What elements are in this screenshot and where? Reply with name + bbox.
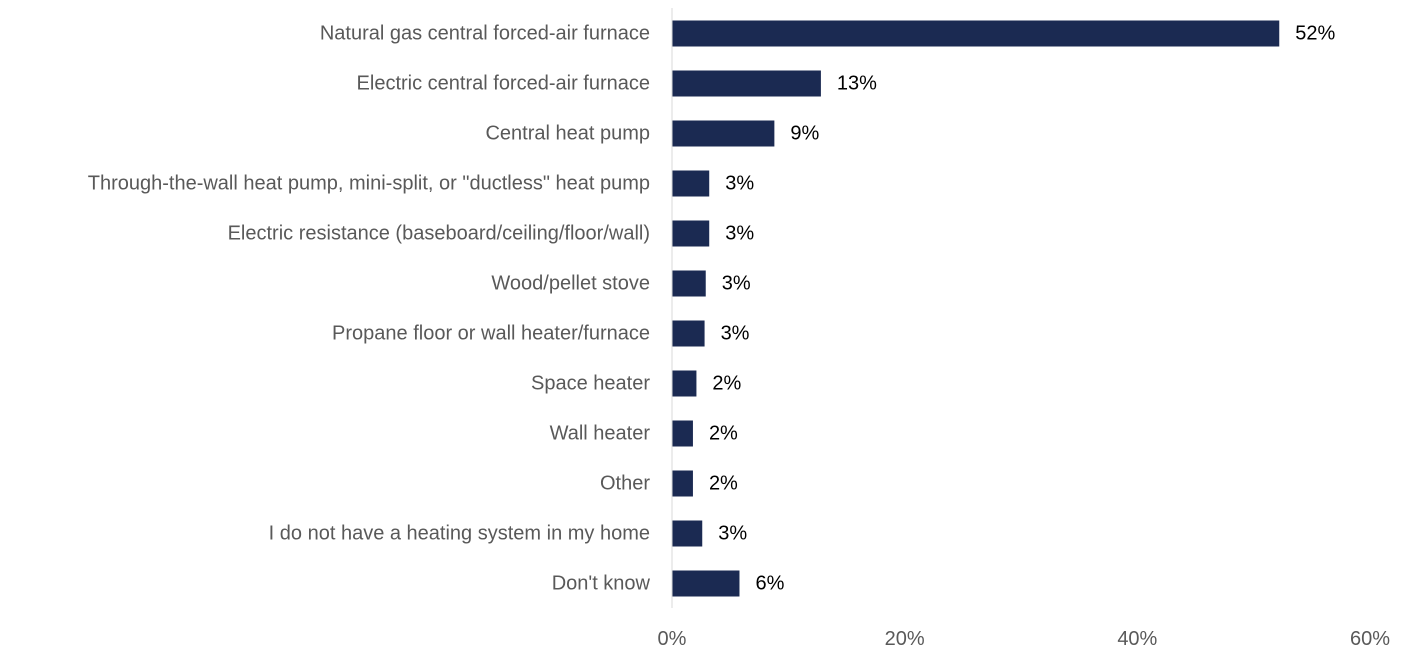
value-label: 6% [755,573,784,595]
bar [672,20,1280,47]
value-label: 3% [721,323,750,345]
category-labels-group: Natural gas central forced-air furnace El… [88,23,651,595]
bar [672,320,705,347]
category-label: Propane floor or wall heater/furnace [332,323,650,345]
x-tick-label: 60% [1350,628,1390,649]
value-labels-group: 52% 13% 9% 3% 3% 3% 3% 2% 2% 2% 3% 6% [709,23,1336,595]
bar [672,470,693,497]
category-label: Natural gas central forced-air furnace [320,23,650,45]
bar [672,570,740,597]
category-label: Through-the-wall heat pump, mini-split, … [88,173,650,195]
bar [672,70,821,97]
bar [672,420,693,447]
category-label: Don't know [552,573,651,595]
value-label: 9% [790,123,819,145]
category-label: I do not have a heating system in my hom… [269,523,650,545]
x-tick-label: 40% [1117,628,1157,649]
category-label: Space heater [531,373,650,395]
bar [672,370,697,397]
bar [672,120,775,147]
value-label: 2% [712,373,741,395]
value-label: 3% [725,173,754,195]
category-label: Other [600,473,650,495]
category-label: Wall heater [550,423,651,445]
bar [672,170,710,197]
category-label: Electric central forced-air furnace [357,73,650,95]
category-label: Central heat pump [485,123,650,145]
x-tick-labels-group: 0% 20% 40% 60% [658,628,1391,649]
bars-group [672,20,1280,597]
bar [672,220,710,247]
value-label: 2% [709,423,738,445]
value-label: 3% [722,273,751,295]
bar [672,270,706,297]
value-label: 2% [709,473,738,495]
category-label: Wood/pellet stove [491,273,650,295]
value-label: 3% [725,223,754,245]
value-label: 13% [837,73,877,95]
category-label: Electric resistance (baseboard/ceiling/f… [228,223,650,245]
x-tick-label: 0% [658,628,687,649]
x-tick-label: 20% [885,628,925,649]
value-label: 3% [718,523,747,545]
value-label: 52% [1295,23,1335,45]
bar [672,520,703,547]
